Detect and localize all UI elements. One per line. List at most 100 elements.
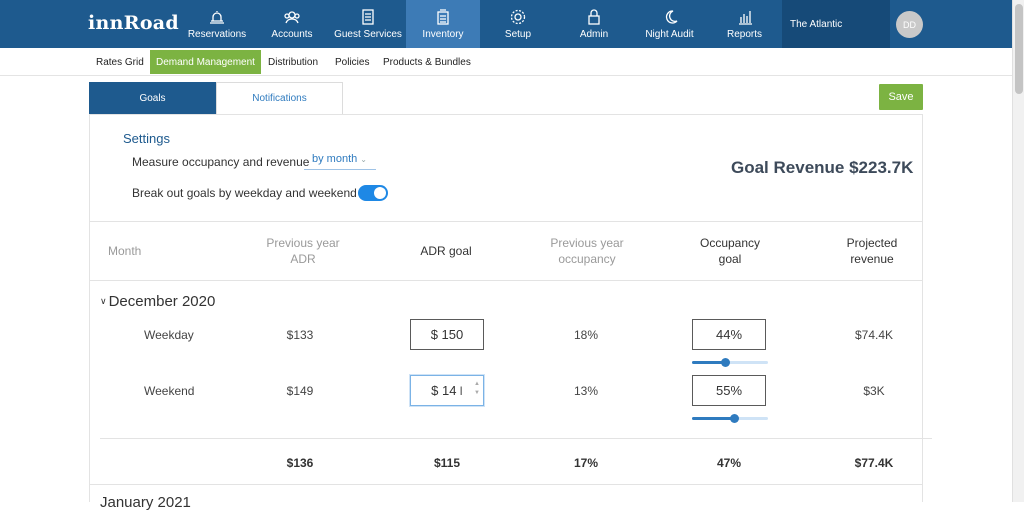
- property-selector[interactable]: The Atlantic: [782, 0, 890, 48]
- slider-thumb[interactable]: [721, 358, 730, 367]
- header-line: Occupancy: [699, 236, 761, 250]
- header-line: Previous year: [550, 236, 624, 250]
- total-prev-adr: $136: [286, 456, 314, 470]
- month-title: December 2020: [108, 293, 216, 310]
- nav-setup[interactable]: Setup: [481, 0, 555, 48]
- nav-admin[interactable]: Admin: [556, 0, 632, 48]
- projected-revenue-weekday: $74.4K: [854, 328, 894, 342]
- total-occupancy-goal: 47%: [716, 456, 742, 470]
- header-line: goal: [718, 252, 742, 266]
- tab-goals[interactable]: Goals: [89, 82, 216, 114]
- subnav-rates-grid[interactable]: Rates Grid: [96, 56, 144, 68]
- goals-panel: [89, 114, 923, 502]
- clipboard-icon: [358, 8, 378, 26]
- gear-icon: [508, 8, 528, 26]
- subnav-policies[interactable]: Policies: [335, 56, 370, 68]
- occupancy-goal-input-weekend[interactable]: 55%: [692, 375, 766, 406]
- header-line: ADR: [290, 252, 316, 266]
- next-month-title[interactable]: January 2021: [100, 494, 191, 511]
- slider-fill: [692, 417, 734, 420]
- header-month: Month: [108, 244, 142, 258]
- adr-goal-value: $ 14: [431, 383, 457, 398]
- moon-icon: [660, 8, 680, 26]
- projected-revenue-weekend: $3K: [863, 384, 885, 398]
- tab-notifications[interactable]: Notifications: [216, 82, 343, 114]
- bell-icon: [207, 8, 227, 26]
- toggle-knob: [374, 187, 386, 199]
- lock-icon: [584, 8, 604, 26]
- nav-reservations[interactable]: Reservations: [180, 0, 254, 48]
- header-projected-revenue: Projected revenue: [812, 235, 932, 267]
- total-projected-revenue: $77.4K: [854, 456, 894, 470]
- divider: [90, 280, 922, 281]
- occupancy-goal-value: 55%: [715, 383, 743, 398]
- nav-inventory[interactable]: Inventory: [406, 0, 480, 48]
- save-button[interactable]: Save: [879, 84, 923, 110]
- sub-navigation: Rates Grid Demand Management Distributio…: [0, 48, 1012, 76]
- nav-label: Reports: [726, 29, 762, 40]
- app-logo[interactable]: innRoad: [88, 12, 180, 34]
- page-scrollbar[interactable]: [1012, 0, 1024, 502]
- scrollbar-thumb[interactable]: [1015, 4, 1023, 94]
- total-adr-goal: $115: [433, 456, 461, 470]
- nav-label: Reservations: [187, 29, 247, 40]
- avatar[interactable]: DD: [896, 11, 923, 38]
- settings-title: Settings: [123, 131, 170, 146]
- divider: [90, 221, 922, 222]
- header-adr-goal: ADR goal: [420, 244, 472, 258]
- occupancy-slider-weekend[interactable]: [692, 414, 768, 423]
- nav-night-audit[interactable]: Night Audit: [632, 0, 707, 48]
- measure-label: Measure occupancy and revenue: [132, 155, 310, 169]
- stepper-arrows-icon[interactable]: ▲ ▼: [474, 381, 480, 396]
- breakout-label: Break out goals by weekday and weekend: [132, 186, 357, 200]
- goal-revenue: Goal Revenue $223.7K: [731, 158, 914, 177]
- measure-value: by month: [312, 153, 358, 165]
- header-prev-occupancy: Previous year occupancy: [527, 235, 647, 267]
- occupancy-slider-weekday[interactable]: [692, 358, 768, 367]
- prev-adr-weekend: $149: [286, 384, 314, 398]
- accounts-icon: [282, 8, 302, 26]
- subnav-demand-management[interactable]: Demand Management: [150, 50, 261, 74]
- slider-thumb[interactable]: [730, 414, 739, 423]
- chevron-down-icon: ∨: [100, 296, 107, 306]
- header-occupancy-goal: Occupancy goal: [670, 235, 790, 267]
- prev-occ-weekend: 13%: [573, 384, 599, 398]
- row-label-weekday: Weekday: [144, 328, 194, 342]
- header-line: Projected: [846, 236, 898, 250]
- inventory-icon: [433, 8, 453, 26]
- nav-label: Setup: [504, 29, 532, 40]
- measure-dropdown[interactable]: by month ⌄: [304, 153, 376, 170]
- divider: [90, 484, 922, 485]
- row-label-weekend: Weekend: [144, 384, 195, 398]
- nav-label: Admin: [579, 29, 609, 40]
- chevron-down-icon: ⌄: [360, 155, 367, 164]
- total-prev-occ: 17%: [573, 456, 599, 470]
- slider-fill: [692, 361, 725, 364]
- divider: [100, 438, 932, 439]
- month-group-toggle[interactable]: ∨ December 2020: [100, 293, 215, 310]
- header-line: revenue: [850, 252, 894, 266]
- occupancy-goal-value: 44%: [715, 327, 743, 342]
- adr-goal-value: $ 150: [430, 327, 464, 342]
- header-line: Previous year: [266, 236, 340, 250]
- top-navigation-bar: innRoad Reservations Accounts Guest Serv…: [0, 0, 1012, 48]
- nav-label: Accounts: [271, 29, 313, 40]
- text-cursor-icon: I: [459, 383, 463, 398]
- breakout-toggle[interactable]: [358, 185, 388, 201]
- subnav-distribution[interactable]: Distribution: [268, 56, 319, 68]
- nav-label: Inventory: [422, 29, 464, 40]
- nav-label: Night Audit: [645, 29, 694, 40]
- occupancy-goal-input-weekday[interactable]: 44%: [692, 319, 766, 350]
- nav-label: Guest Services: [334, 29, 402, 40]
- bar-chart-icon: [735, 8, 755, 26]
- prev-adr-weekday: $133: [286, 328, 314, 342]
- subnav-products-bundles[interactable]: Products & Bundles: [383, 56, 471, 68]
- adr-goal-input-weekday[interactable]: $ 150: [410, 319, 484, 350]
- nav-reports[interactable]: Reports: [707, 0, 782, 48]
- adr-goal-input-weekend[interactable]: $ 14 I ▲ ▼: [410, 375, 484, 406]
- header-line: occupancy: [558, 252, 616, 266]
- header-prev-adr: Previous year ADR: [243, 235, 363, 267]
- prev-occ-weekday: 18%: [573, 328, 599, 342]
- nav-accounts[interactable]: Accounts: [255, 0, 329, 48]
- nav-guest-services[interactable]: Guest Services: [330, 0, 406, 48]
